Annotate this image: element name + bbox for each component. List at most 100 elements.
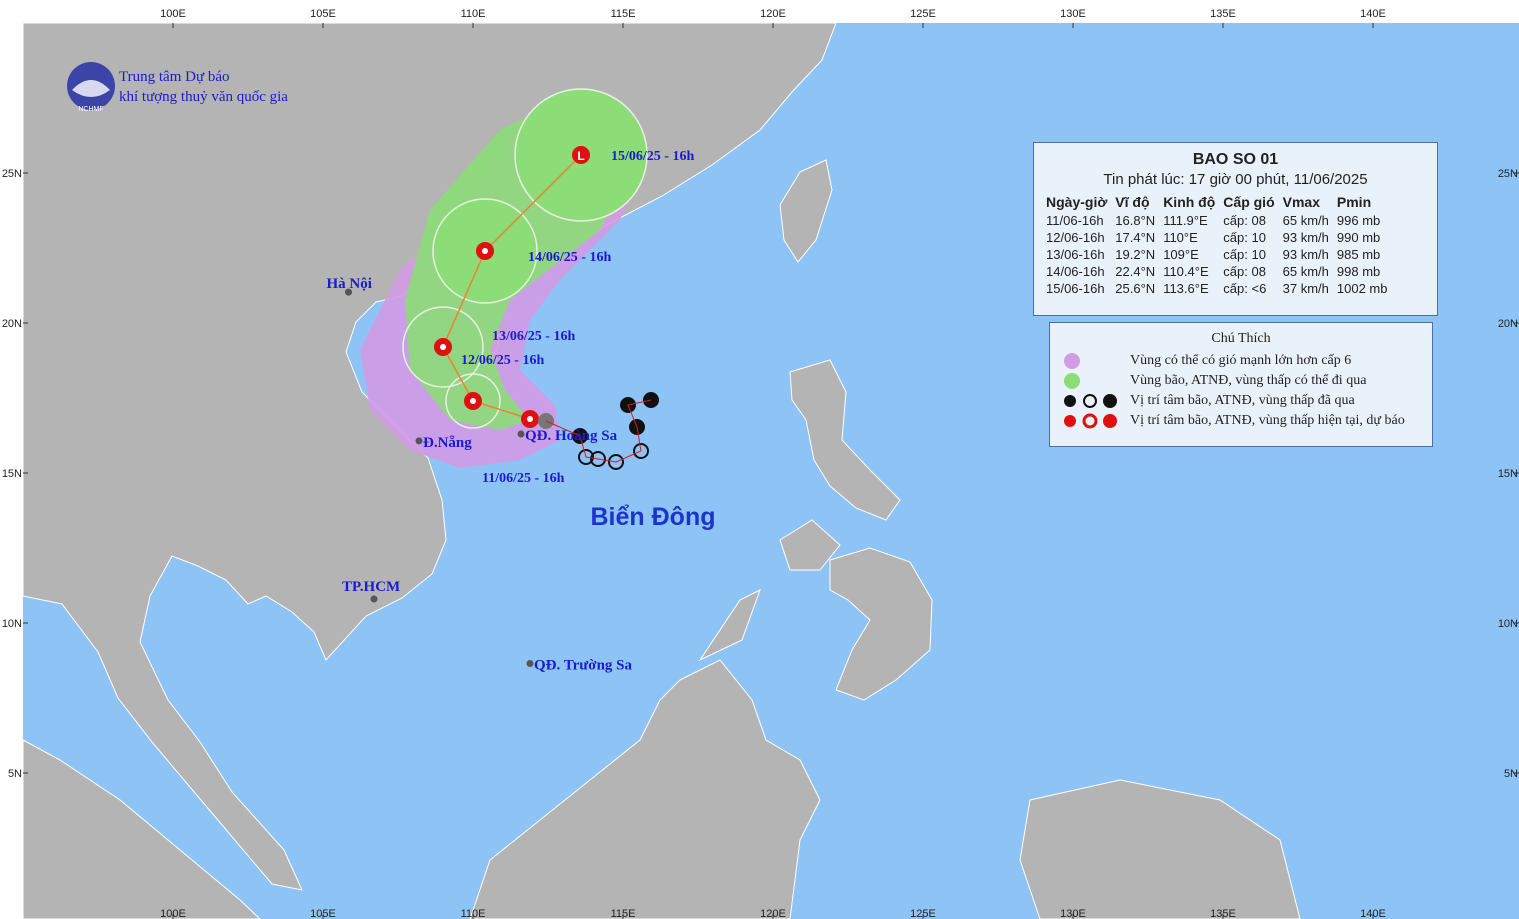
place-label: QĐ. Hoàng Sa xyxy=(525,428,618,444)
track-point-eye xyxy=(440,344,446,350)
column-header: Vmax xyxy=(1282,194,1320,210)
legend: Chú Thích Vùng có thể có gió mạnh lớn hơ… xyxy=(1049,322,1433,447)
table-cell: cấp: 08 xyxy=(1223,213,1266,228)
legend-icons xyxy=(1064,353,1117,429)
table-row: 13/06-16h 19.2°N 109°E cấp: 10 93 km/h 985 mb xyxy=(1044,246,1393,263)
column-header: Vĩ độ xyxy=(1115,194,1150,210)
x-tick-label: 105E xyxy=(310,908,336,919)
table-cell: 37 km/h xyxy=(1282,281,1329,296)
storm-layer: L xyxy=(360,88,650,468)
table-row: 11/06-16h 16.8°N 111.9°E cấp: 08 65 km/h 996 … xyxy=(1044,212,1393,229)
info-issued: Tin phát lúc: 17 giờ 00 phút, 11/06/2025 xyxy=(1103,171,1368,188)
column-header: Ngày-giờ xyxy=(1046,194,1108,210)
y-tick-label: 20N xyxy=(2,318,22,330)
column-header: Kinh độ xyxy=(1163,194,1216,210)
x-tick-label: 100E xyxy=(160,8,186,20)
logo-text: NCHMF xyxy=(78,106,103,113)
table-cell: 13/06-16h xyxy=(1046,247,1105,262)
y-tick-label: 15N xyxy=(1498,468,1518,480)
table-cell: 16.8°N xyxy=(1115,213,1156,228)
x-tick-label: 110E xyxy=(461,908,486,919)
y-tick-label: 25N xyxy=(1498,168,1518,180)
y-tick-label: 20N xyxy=(1498,318,1518,330)
info-title: BAO SO 01 xyxy=(1192,151,1279,168)
y-tick-label: 10N xyxy=(1498,618,1518,630)
place-label: Hà Nội xyxy=(327,276,372,292)
x-tick-label: 135E xyxy=(1210,908,1236,919)
table-cell: 11/06-16h xyxy=(1046,213,1104,228)
info-box: BAO SO 01 Tin phát lúc: 17 giờ 00 phút, … xyxy=(1033,142,1438,316)
place-dot xyxy=(345,288,352,296)
legend-item: Vị trí tâm bão, ATNĐ, vùng thấp hiện tại… xyxy=(1130,413,1405,428)
table-row: 14/06-16h 22.4°N 110.4°E cấp: 08 65 km/h 998 … xyxy=(1044,263,1393,280)
place-label: QĐ. Trường Sa xyxy=(534,658,633,674)
place-dot xyxy=(415,437,423,445)
table-row: 15/06-16h 25.6°N 113.6°E cấp: <6 37 km/h 1002… xyxy=(1044,280,1393,297)
column-header: Pmin xyxy=(1336,194,1372,210)
table-cell: 93 km/h xyxy=(1282,230,1329,245)
table-cell: 19.2°N xyxy=(1115,247,1156,262)
legend-item: Vùng bão, ATNĐ, vùng thấp có thể đi qua xyxy=(1130,373,1367,388)
x-tick-label: 100E xyxy=(160,908,186,919)
place-dot xyxy=(526,660,534,667)
table-cell: cấp: 10 xyxy=(1223,247,1266,262)
place-dot xyxy=(517,430,525,438)
legend-item: Vị trí tâm bão, ATNĐ, vùng thấp đã qua xyxy=(1130,393,1355,408)
table-cell: cấp: 10 xyxy=(1223,230,1266,245)
x-tick-label: 125E xyxy=(910,8,936,20)
table-cell: 110.4°E xyxy=(1163,264,1209,279)
table-cell: 12/06-16h xyxy=(1046,230,1105,245)
logo: NCHMF xyxy=(67,62,115,113)
table-cell: 65 km/h xyxy=(1282,264,1329,279)
table-cell: 110°E xyxy=(1163,230,1198,245)
y-tick-label: 10N xyxy=(2,618,22,630)
table-cell: 17.4°N xyxy=(1115,230,1156,245)
track-point-eye xyxy=(527,416,533,422)
column-header: Cấp gió xyxy=(1223,194,1275,210)
org-line2: khí tượng thuỷ văn quốc gia xyxy=(119,89,288,105)
org-line1: Trung tâm Dự báo xyxy=(119,69,230,85)
table-cell: cấp: 08 xyxy=(1223,264,1266,279)
table-cell: 65 km/h xyxy=(1282,213,1329,228)
table-cell: 111.9°E xyxy=(1163,213,1208,228)
table-cell: 1002 mb xyxy=(1336,281,1388,296)
x-tick-label: 135E xyxy=(1210,8,1236,20)
place-label: Đ.Nẵng xyxy=(423,435,472,451)
x-tick-label: 140E xyxy=(1360,8,1386,20)
legend-item: Vùng có thể có gió mạnh lớn hơn cấp 6 xyxy=(1130,353,1352,368)
table-cell: 985 mb xyxy=(1336,247,1381,262)
forecast-circle xyxy=(402,306,484,388)
y-tick-label: 5N xyxy=(1504,768,1518,780)
table-cell: 996 mb xyxy=(1336,213,1381,228)
y-tick-label: 5N xyxy=(8,768,22,780)
track-label: 15/06/25 - 16h xyxy=(611,149,694,164)
x-tick-label: 110E xyxy=(461,8,486,20)
table-cell: 990 mb xyxy=(1336,230,1381,245)
y-tick-label: 25N xyxy=(2,168,22,180)
x-tick-label: 115E xyxy=(611,8,636,20)
track-label: 13/06/25 - 16h xyxy=(492,329,575,344)
table-cell: 15/06-16h xyxy=(1046,281,1105,296)
track-point-eye xyxy=(482,248,488,254)
track-point-symbol: L xyxy=(577,149,584,163)
table-cell: 109°E xyxy=(1163,247,1199,262)
x-tick-label: 120E xyxy=(760,8,786,20)
info-table: Ngày-giờ Vĩ độ Kinh độ Cấp gió Vmax Pmin 11/06… xyxy=(1044,192,1393,297)
table-cell: cấp: <6 xyxy=(1223,281,1267,296)
table-cell: 22.4°N xyxy=(1115,264,1156,279)
x-tick-label: 130E xyxy=(1060,908,1086,919)
sea-label: Biển Đông xyxy=(591,503,716,531)
track-label: 12/06/25 - 16h xyxy=(461,353,544,368)
y-tick-label: 15N xyxy=(2,468,22,480)
x-tick-label: 130E xyxy=(1060,8,1086,20)
table-cell: 113.6°E xyxy=(1163,281,1209,296)
x-tick-label: 125E xyxy=(910,908,936,919)
table-cell: 998 mb xyxy=(1336,264,1381,279)
place-dot xyxy=(370,595,378,603)
place-label: TP.HCM xyxy=(342,579,400,595)
x-tick-label: 120E xyxy=(760,908,786,919)
track-point xyxy=(572,146,590,164)
legend-title: Chú Thích xyxy=(1211,331,1271,346)
